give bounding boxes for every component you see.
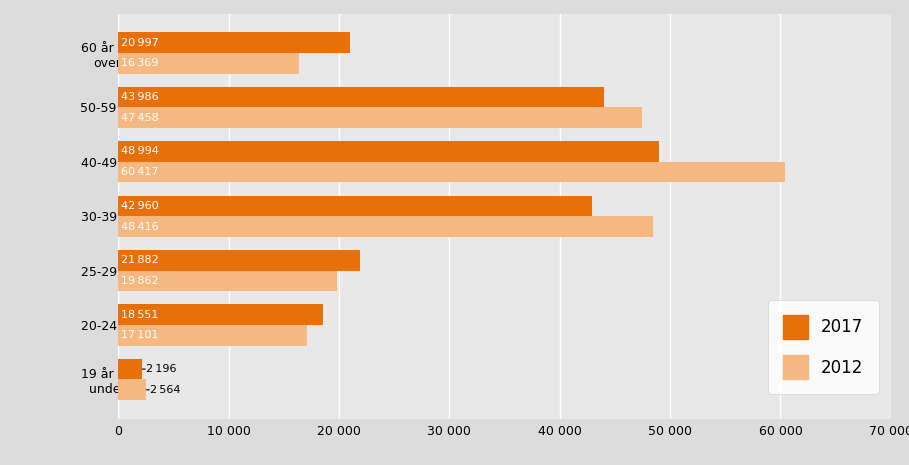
Bar — [118, 271, 337, 291]
Text: 2 196: 2 196 — [145, 364, 176, 374]
Bar — [118, 162, 785, 182]
Bar — [118, 53, 299, 73]
Bar — [118, 107, 642, 128]
Text: 18 551: 18 551 — [122, 310, 159, 320]
Text: 43 986: 43 986 — [122, 92, 159, 102]
Text: 17 101: 17 101 — [122, 330, 159, 340]
Bar — [118, 33, 350, 53]
Bar — [118, 87, 604, 107]
Bar — [118, 250, 360, 271]
Text: 2 564: 2 564 — [150, 385, 180, 395]
Bar — [118, 359, 143, 379]
Bar — [118, 379, 146, 400]
Text: 47 458: 47 458 — [122, 113, 159, 123]
Text: 42 960: 42 960 — [122, 201, 159, 211]
Bar — [118, 325, 307, 345]
Bar — [118, 305, 323, 325]
Text: 48 994: 48 994 — [122, 146, 159, 157]
Text: 48 416: 48 416 — [122, 221, 159, 232]
Text: 60 417: 60 417 — [122, 167, 159, 177]
Legend: 2017, 2012: 2017, 2012 — [768, 300, 879, 394]
Bar — [118, 196, 593, 216]
Text: 19 862: 19 862 — [122, 276, 159, 286]
Bar — [118, 216, 653, 237]
Text: 16 369: 16 369 — [122, 58, 159, 68]
Text: 21 882: 21 882 — [122, 255, 159, 266]
Text: 20 997: 20 997 — [122, 38, 159, 48]
Bar — [118, 141, 659, 162]
